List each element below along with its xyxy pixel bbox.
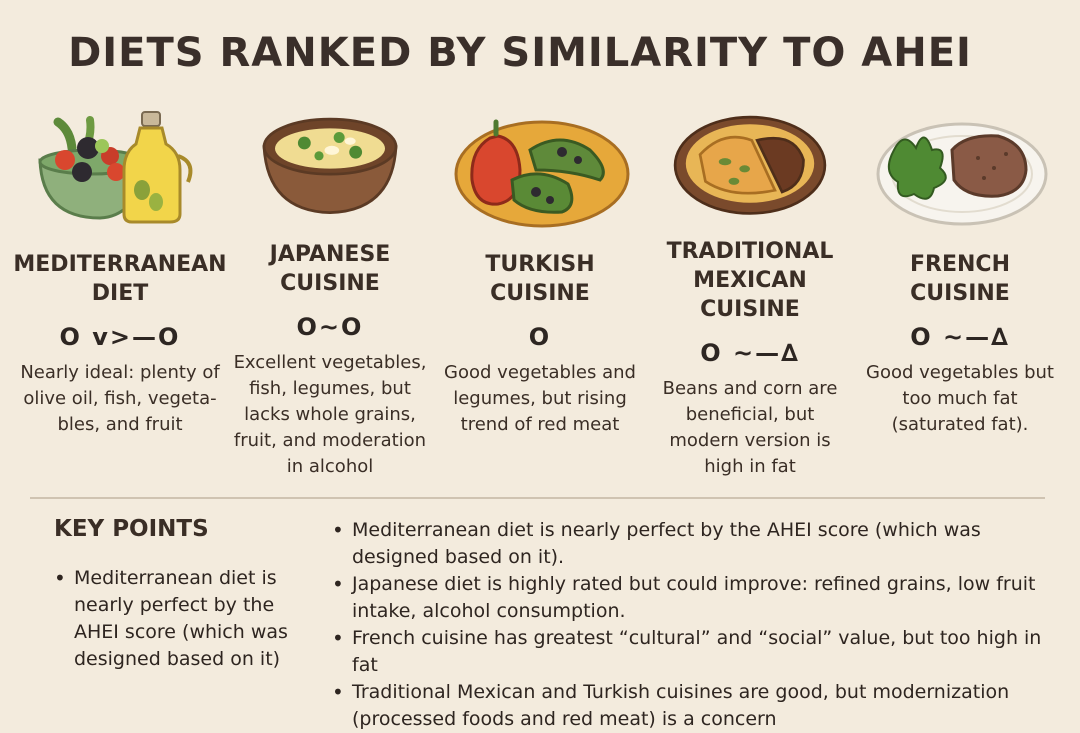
diet-card-turkish: TURKISH CUISINE O Good vegetables and le… [440,110,640,480]
diet-rating-symbols: O v>—O [59,323,181,351]
diet-rating-symbols: O~O [296,313,364,341]
diet-description: Nearly ideal: plenty of olive oil, fish,… [20,362,220,435]
diet-card-japanese: JAPANESE CUISINE O~O Excellent vegetable… [230,110,430,480]
diet-card-mediterranean: MEDITERRANEAN DIET O v>—O Nearly ideal: … [13,110,227,480]
list-item: Mediterranean diet is nearly perfect by … [332,517,1072,571]
diet-name: MEDITERRANEAN DIET [13,252,227,306]
diet-description: Good vegetables but too much fat (satura… [866,362,1054,435]
list-item: Traditional Mexican and Turkish cuisines… [332,679,1072,733]
diet-card-french: FRENCH CUISINE O ~—∆ Good vegetables but… [860,110,1060,480]
list-item: Japanese diet is highly rated but could … [332,571,1072,625]
pate-plate-icon [876,122,1048,226]
tacos-plate-icon [673,115,827,215]
diet-rating-symbols: O [528,323,552,351]
stuffed-peppers-icon [454,119,630,228]
diet-ranking-row: MEDITERRANEAN DIET O v>—O Nearly ideal: … [13,110,1060,480]
diet-card-mexican: TRADITIONAL MEXICAN CUISINE O ~—∆ Beans … [650,110,850,480]
section-divider [30,497,1045,499]
key-points-left-list: Mediterranean diet is nearly perfect by … [54,565,294,673]
diet-name: TRADITIONAL MEXICAN CUISINE [666,239,834,322]
diet-rating-symbols: O ~—∆ [910,323,1010,351]
miso-soup-bowl-icon [262,117,398,215]
diet-description: Good vegetables and legumes, but rising … [444,362,636,435]
diet-name: FRENCH CUISINE [910,252,1010,306]
key-points-title: KEY POINTS [54,516,209,542]
page-title: DIETS RANKED BY SIMILARITY TO AHEI [68,30,972,76]
diet-rating-symbols: O ~—∆ [700,339,800,367]
diet-description: Beans and corn are beneficial, but moder… [662,378,838,477]
list-item: Mediterranean diet is nearly perfect by … [54,565,294,673]
diet-name: TURKISH CUISINE [485,252,595,306]
diet-name: JAPANESE CUISINE [269,242,391,296]
salad-and-olive-oil-icon [38,111,193,224]
key-points-right-list: Mediterranean diet is nearly perfect by … [332,517,1072,733]
list-item: French cuisine has greatest “cultural” a… [332,625,1072,679]
diet-description: Excellent vegetables, fish, legumes, but… [233,352,427,477]
